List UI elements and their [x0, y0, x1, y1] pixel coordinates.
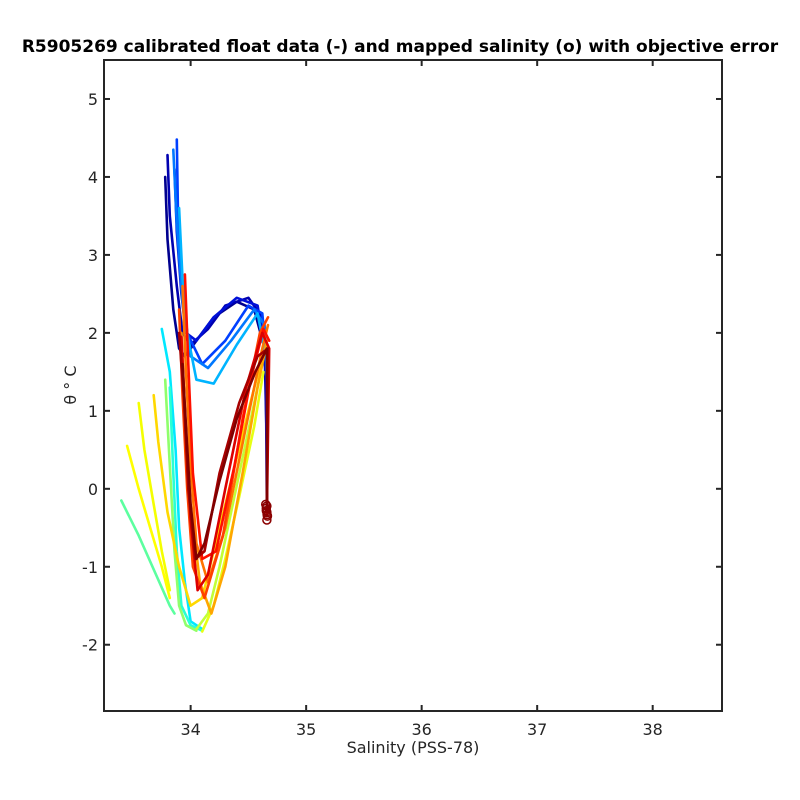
- x-tick-label: 36: [411, 720, 431, 739]
- y-tick-label: -1: [82, 558, 98, 577]
- y-tick-label: 4: [88, 168, 98, 187]
- mapped-point: [262, 509, 272, 520]
- series-line-15: [152, 354, 264, 608]
- series-line-10: [163, 378, 198, 633]
- mapped-point: [261, 505, 272, 516]
- y-tick-label: -2: [82, 636, 98, 655]
- axes-box: [103, 59, 723, 712]
- x-axis: 34 35 36 37 38: [180, 60, 663, 739]
- chart-title: R5905269 calibrated float data (-) and m…: [22, 37, 779, 57]
- y-tick-label: 5: [88, 90, 98, 109]
- mapped-points-layer: [260, 499, 273, 525]
- x-tick-label: 34: [180, 720, 200, 739]
- x-tick-label: 35: [296, 720, 316, 739]
- y-axis: -2 -1 0 1 2 3 4 5: [82, 90, 722, 655]
- series-line-9: [120, 499, 176, 615]
- x-tick-label: 37: [527, 720, 547, 739]
- series-line-7: [160, 327, 204, 631]
- x-tick-label: 38: [643, 720, 663, 739]
- series-line-5: [172, 148, 269, 382]
- x-axis-label: Salinity (PSS-78): [347, 738, 480, 757]
- series-layer: [120, 138, 271, 633]
- mapped-point: [262, 515, 272, 525]
- series-line-13: [125, 444, 172, 600]
- y-tick-label: 1: [88, 402, 98, 421]
- y-axis-label: θ ° C: [61, 365, 80, 404]
- y-tick-label: 3: [88, 246, 98, 265]
- plot-area: [120, 138, 273, 633]
- series-line-12: [137, 401, 172, 592]
- y-tick-label: 0: [88, 480, 98, 499]
- y-tick-label: 2: [88, 324, 98, 343]
- series-line-22: [181, 347, 269, 561]
- series-line-8: [168, 386, 204, 633]
